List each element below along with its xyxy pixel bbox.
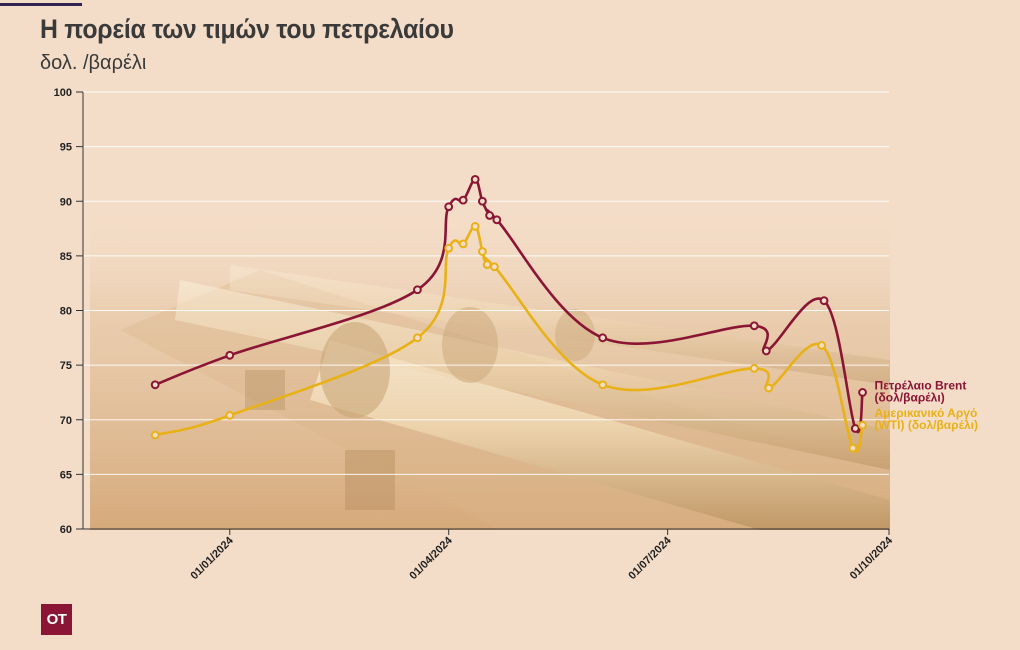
y-tick-label-90: 90	[60, 196, 72, 208]
chart-title: Η πορεία των τιμών του πετρελαίου	[40, 14, 454, 44]
data-point-wti-3	[444, 243, 454, 253]
y-tick-label-100: 100	[54, 87, 72, 99]
series-label-brent-line-0: Πετρέλαιο Brent	[875, 378, 967, 392]
y-tick-label-60: 60	[60, 524, 72, 536]
data-point-brent-8	[492, 215, 502, 225]
x-tick-label-3: 01/10/2024	[848, 534, 896, 582]
data-point-brent-14	[858, 388, 867, 397]
x-tick-label-2: 01/07/2024	[626, 534, 674, 582]
y-tick-label-70: 70	[60, 415, 72, 427]
data-point-wti-6	[477, 247, 487, 256]
top-accent-rule	[0, 3, 82, 6]
data-point-brent-6	[477, 196, 487, 206]
y-tick-label-95: 95	[60, 142, 72, 154]
data-point-wti-10	[749, 364, 759, 373]
x-tick-label-1: 01/04/2024	[407, 534, 455, 582]
data-point-brent-13	[850, 424, 860, 433]
data-point-wti-11	[764, 383, 774, 393]
series-label-wti: Αμερικανικό Αργό (WTI) (δολ/βαρέλι)	[875, 406, 978, 432]
data-point-brent-0	[150, 380, 160, 390]
data-point-brent-7	[485, 211, 495, 220]
series-label-brent-line-1: (δολ/βαρέλι)	[875, 390, 945, 404]
series-label-wti-line-0: Αμερικανικό Αργό	[875, 406, 978, 420]
data-point-brent-12	[819, 296, 829, 306]
data-point-wti-5	[470, 221, 480, 231]
series-label-wti-line-1: (WTI) (δολ/βαρέλι)	[875, 418, 978, 432]
data-point-brent-5	[470, 175, 480, 184]
data-point-wti-13	[848, 443, 858, 453]
y-tick-label-65: 65	[60, 469, 72, 481]
x-tick-label-0: 01/01/2024	[188, 534, 236, 582]
data-point-wti-0	[150, 430, 160, 440]
data-point-brent-9	[598, 333, 608, 343]
data-point-wti-2	[413, 333, 422, 343]
data-point-brent-2	[413, 285, 422, 295]
data-point-brent-10	[749, 321, 759, 331]
data-point-wti-12	[817, 341, 827, 350]
data-point-brent-4	[458, 195, 468, 205]
y-tick-label-75: 75	[60, 360, 72, 372]
data-point-wti-1	[225, 410, 235, 420]
data-point-wti-9	[598, 380, 608, 390]
data-point-wti-7	[482, 260, 492, 270]
data-point-wti-8	[490, 262, 499, 272]
chart-subtitle: δολ. /βαρέλι	[40, 52, 147, 74]
series-label-brent: Πετρέλαιο Brent (δολ/βαρέλι)	[875, 378, 967, 404]
data-point-wti-14	[858, 420, 867, 430]
data-point-wti-4	[458, 239, 468, 249]
data-point-brent-3	[444, 202, 454, 212]
y-tick-label-85: 85	[60, 251, 72, 263]
data-point-brent-1	[225, 350, 235, 360]
data-point-brent-11	[761, 346, 771, 356]
ot-logo: ΟΤ	[41, 604, 72, 635]
y-tick-label-80: 80	[60, 306, 72, 318]
